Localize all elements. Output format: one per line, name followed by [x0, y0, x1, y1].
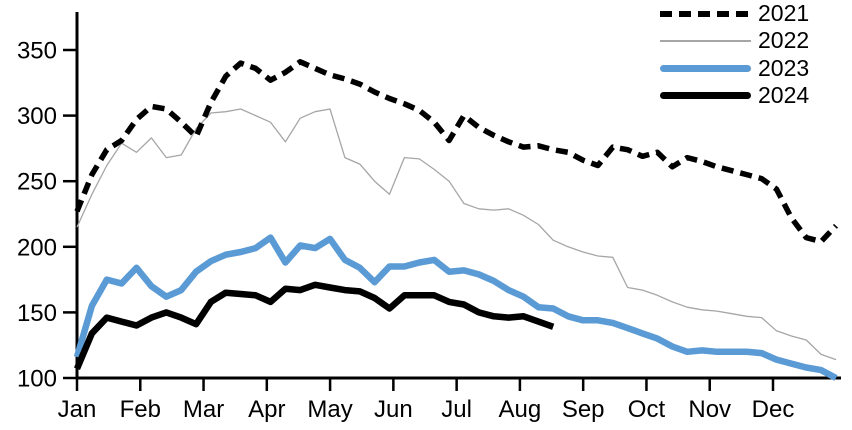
legend: 2021 2022 2023 2024	[660, 0, 809, 109]
x-axis-label-jan: Jan	[58, 396, 97, 423]
legend-label-2024: 2024	[758, 82, 810, 109]
y-axis-label: 100	[17, 366, 57, 393]
x-axis-label-may: May	[307, 396, 352, 423]
x-axis-label-nov: Nov	[688, 396, 731, 423]
y-axis-label: 300	[17, 103, 57, 130]
legend-thin-line-icon	[660, 40, 751, 42]
legend-dashed-line-icon	[660, 10, 751, 17]
x-axis-label-jun: Jun	[374, 396, 413, 423]
legend-label-2023: 2023	[758, 54, 810, 81]
legend-item-2023: 2023	[660, 55, 809, 82]
legend-blue-line-icon	[660, 64, 751, 72]
legend-item-2024: 2024	[660, 82, 809, 109]
x-axis-label-oct: Oct	[628, 396, 666, 423]
y-axis-label: 250	[17, 169, 57, 196]
series-2021-line	[74, 59, 839, 245]
x-axis-label-mar: Mar	[183, 396, 224, 423]
y-axis-label: 200	[17, 234, 57, 261]
series-2024-line	[74, 281, 555, 371]
legend-label-2021: 2021	[758, 0, 810, 27]
x-axis-label-aug: Aug	[499, 396, 542, 423]
legend-black-line-icon	[660, 92, 751, 100]
legend-item-2021: 2021	[660, 0, 809, 27]
x-axis-label-apr: Apr	[248, 396, 285, 423]
y-axis-label: 350	[17, 38, 57, 65]
legend-label-2022: 2022	[758, 27, 810, 54]
legend-item-2022: 2022	[660, 27, 809, 54]
x-axis-label-jul: Jul	[441, 396, 472, 423]
series-2022-line	[76, 108, 837, 361]
series-2023-line	[73, 234, 838, 381]
x-axis-label-feb: Feb	[120, 396, 161, 423]
x-axis-label-sep: Sep	[562, 396, 605, 423]
x-axis-label-dec: Dec	[752, 396, 795, 423]
y-axis-label: 150	[17, 300, 57, 327]
